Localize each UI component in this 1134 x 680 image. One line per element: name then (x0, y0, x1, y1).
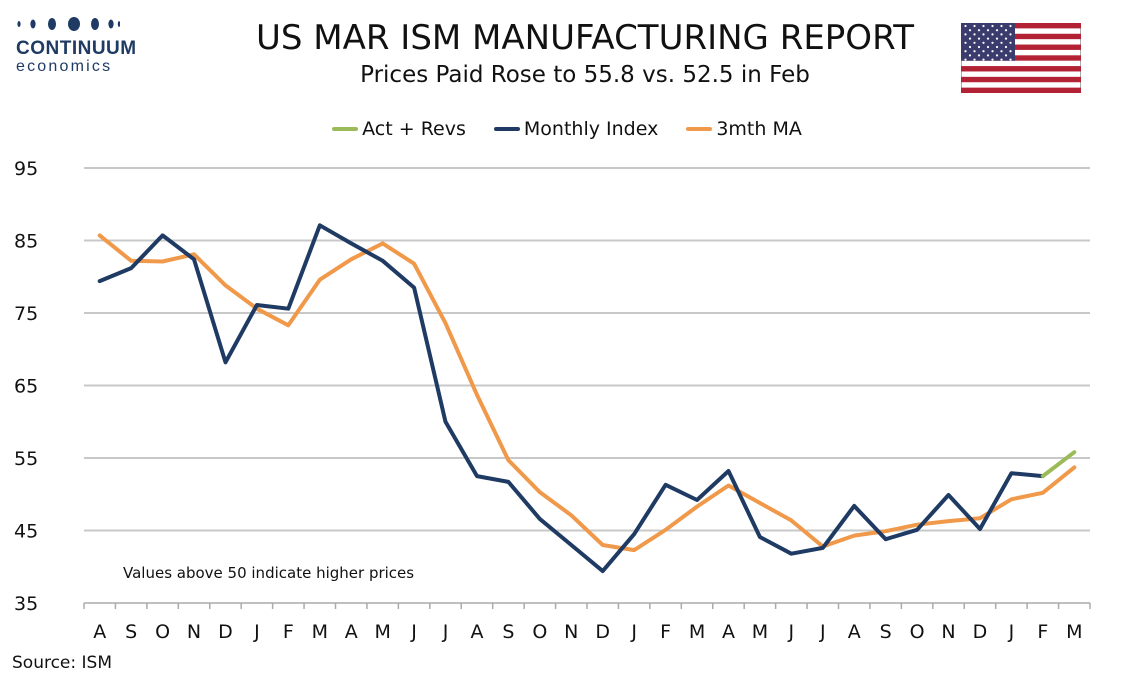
x-tick-label: F (1037, 621, 1048, 643)
y-tick-label: 95 (14, 158, 38, 180)
us-flag-icon (961, 23, 1081, 93)
series-line-3mth-ma (97, 233, 1077, 553)
legend-swatch (332, 127, 359, 131)
y-tick-label: 65 (14, 376, 38, 398)
x-tick-label: A (345, 621, 358, 643)
x-tick-label: O (532, 621, 547, 643)
x-tick-label: O (155, 621, 170, 643)
chart-subtitle: Prices Paid Rose to 55.8 vs. 52.5 in Feb (360, 62, 810, 88)
x-tick-label: D (973, 621, 988, 643)
x-tick-label: J (788, 621, 795, 643)
logo-dots-icon (17, 17, 120, 31)
x-tick-label: J (630, 621, 637, 643)
x-tick-label: A (848, 621, 861, 643)
legend-swatch (686, 127, 713, 131)
legend-label: 3mth MA (716, 118, 802, 140)
x-tick-label: F (283, 621, 294, 643)
x-tick-label: N (564, 621, 578, 643)
y-tick-label: 75 (14, 303, 38, 325)
legend-item: Monthly Index (493, 118, 659, 140)
source-note: Source: ISM (12, 653, 112, 673)
series-line-monthly-index (97, 223, 1045, 574)
x-tick-label: A (470, 621, 483, 643)
legend-swatch (493, 127, 520, 131)
y-tick-label: 85 (14, 231, 38, 253)
chart-title: US MAR ISM MANUFACTURING REPORT (256, 18, 914, 58)
legend-item: Act + Revs (332, 118, 466, 140)
logo-name: CONTINUUM (16, 38, 137, 59)
x-tick-label: S (502, 621, 514, 643)
x-tick-label: M (374, 621, 390, 643)
x-tick-label: M (1066, 621, 1082, 643)
y-tick-label: 45 (14, 521, 38, 543)
x-tick-label: A (93, 621, 106, 643)
legend-label: Act + Revs (362, 118, 466, 140)
x-tick-label: N (187, 621, 201, 643)
x-tick-label: A (722, 621, 735, 643)
legend-item: 3mth MA (686, 118, 802, 140)
x-tick-label: F (660, 621, 671, 643)
x-tick-label: J (253, 621, 260, 643)
x-tick-label: M (689, 621, 705, 643)
x-tick-label: D (595, 621, 610, 643)
x-tick-label: D (218, 621, 233, 643)
chart-legend: Act + Revs Monthly Index 3mth MA (0, 118, 1134, 140)
legend-label: Monthly Index (523, 118, 659, 140)
logo-subtitle: economics (16, 58, 113, 75)
x-tick-label: O (910, 621, 925, 643)
x-tick-label: N (941, 621, 955, 643)
x-tick-label: J (819, 621, 826, 643)
series-line-act-revs (1040, 450, 1077, 479)
chart-annotation: Values above 50 indicate higher prices (123, 564, 414, 582)
x-tick-label: M (312, 621, 328, 643)
x-tick-label: J (410, 621, 417, 643)
x-tick-label: M (752, 621, 768, 643)
x-tick-label: S (880, 621, 892, 643)
logo: CONTINUUM economics (14, 14, 137, 78)
y-tick-label: 35 (14, 593, 38, 615)
y-tick-label: 55 (14, 448, 38, 470)
x-tick-label: J (1008, 621, 1015, 643)
x-tick-label: J (442, 621, 449, 643)
x-tick-label: S (125, 621, 137, 643)
